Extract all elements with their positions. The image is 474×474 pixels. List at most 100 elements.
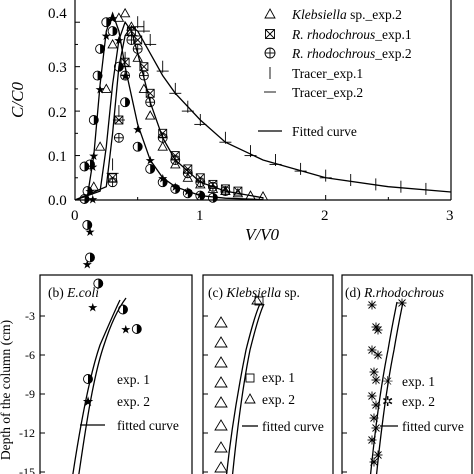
svg-text:★: ★ [170,180,181,194]
panel-d-legend-exp2: exp. 2 [402,394,435,409]
marker-star: ★ [95,82,106,96]
panel-c-marker-triangle [214,396,228,408]
panel-b-legend-exp2: exp. 2 [117,394,150,409]
marker-boxed-x [145,88,155,98]
marker-circled-plus [132,43,143,54]
marker-star: ★ [85,225,96,239]
panel-d-frame [341,274,473,474]
panel-b-markers: ★★★★★★ [79,160,142,337]
y-axis-label: C/C0 [8,82,27,118]
panel-c-marker-triangle [214,336,228,348]
marker-circle-half [79,194,90,204]
panel-d-legend-asterisk-icon: ✳ [382,374,393,389]
marker-triangle [94,141,106,151]
svg-text:★: ★ [87,160,98,174]
marker-circled-plus [145,97,156,108]
marker-circle-half [195,190,206,201]
y-tick-label-0: 0.0 [48,193,67,209]
marker-star: ★ [145,154,156,168]
marker-star: ★ [87,193,98,207]
svg-text:★: ★ [82,258,93,272]
marker-circle-half [132,141,143,152]
panel-b-title: (b) E.coli [48,285,99,300]
marker-star: ★ [82,258,93,272]
marker-asterisk [367,435,377,445]
panel-c-fitted-curve-2 [225,303,261,474]
marker-triangle [119,7,131,18]
marker-circle-half [93,278,104,289]
marker-asterisk [369,457,379,467]
marker-circle-half [113,61,124,72]
marker-circle-half [131,324,142,334]
marker-asterisk [373,450,383,460]
marker-circled-plus [113,132,124,143]
marker-circle-half [145,163,156,174]
marker-triangle [245,190,256,200]
marker-circled-plus [107,177,118,188]
panel-c-marker-triangle [214,441,228,453]
panel-c-marker-square [254,296,264,306]
marker-star: ★ [88,149,99,163]
marker-circle-half [92,70,103,81]
y-tick-label-1: 0.1 [48,149,67,165]
panel-c-legend-square [245,373,255,383]
legend-item-6: Fitted curve [292,124,357,139]
marker-circle-half [182,188,193,199]
marker-asterisk [367,391,377,401]
marker-triangle [101,83,112,93]
marker-star: ★ [170,180,181,194]
marker-circled-plus [120,70,131,81]
panel-b-ytick-2: -9 [25,387,35,401]
marker-asterisk [367,345,377,355]
legend-item-3: R. rhodochrous_exp.2 [291,46,412,61]
marker-circle-half [79,161,90,172]
marker-triangle [88,181,100,191]
panel-c-marker-triangle [214,376,228,388]
marker-circled-plus [157,132,168,143]
marker-triangle [113,12,125,22]
marker-circle-half [85,252,95,263]
panel-c-legend-exp1: exp. 1 [262,370,295,385]
marker-star: ★ [85,185,96,199]
legend-item-4: Tracer_exp.1 [292,66,363,81]
marker-circled-plus [182,168,193,179]
legend-item-1: Klebsiella sp._exp.2 [291,7,402,22]
panel-c-marker-triangle [214,316,228,328]
panel-c-frame [202,274,334,474]
svg-text:★: ★ [85,225,96,239]
svg-text:★: ★ [87,193,98,207]
marker-boxed-x [233,186,243,196]
marker-star: ★ [132,122,143,136]
svg-text:★: ★ [132,122,143,136]
panel-d-markers [367,298,407,467]
panel-b-legend-star-icon: ★ [82,394,94,409]
panel-b-fitted-curve-2 [72,299,121,474]
marker-star: ★ [195,188,206,202]
marker-asterisk [371,423,381,433]
marker-asterisk [369,413,379,423]
marker-circle-half [118,304,128,315]
x-axis-label: V/V0 [245,225,279,244]
svg-text:★: ★ [145,154,156,168]
marker-star: ★ [157,171,168,185]
panel-c-title: (c) Klebsiella sp. [208,285,300,300]
marker-triangle [138,83,150,93]
fitted-curve-3 [74,25,452,201]
x-tick-label-3: 3 [446,208,454,224]
marker-triangle [107,38,118,49]
y-tick-label-3: 0.3 [48,60,67,76]
marker-circle-half [107,26,118,37]
marker-circle-half [95,43,106,54]
panel-b-ytick-3: -12 [19,426,35,440]
legend-item-2: R. rhodochrous_exp.1 [291,27,412,42]
marker-circle-half [207,192,218,203]
top-legend: Klebsiella sp._exp.2 R. rhodochrous_exp.… [258,7,412,139]
panel-b: (b) E.coli -3 -6 -9 -12 -15 Depth of the… [0,160,193,474]
x-tick-label-0: 0 [71,208,79,224]
marker-star: ★ [107,11,118,25]
marker-circle-half [88,115,99,125]
marker-circle-half [82,220,93,230]
x-tick-label-1: 1 [196,208,204,224]
marker-triangle [157,141,168,151]
marker-asterisk [397,298,407,308]
